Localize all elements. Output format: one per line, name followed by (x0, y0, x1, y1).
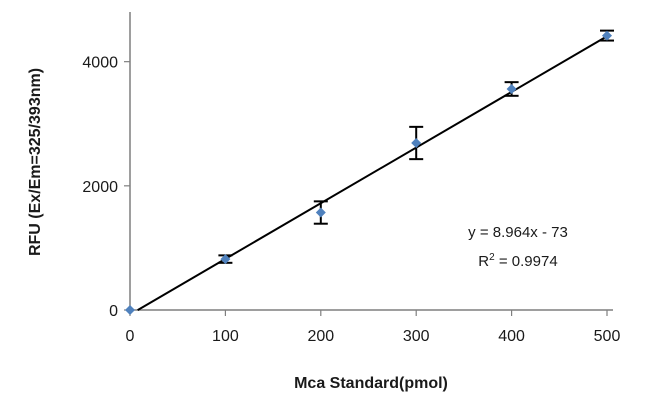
y-tick-label: 0 (109, 303, 118, 320)
x-tick-label: 0 (126, 328, 135, 345)
data-point (315, 207, 326, 218)
r-squared-label: R2 = 0.9974 (478, 252, 557, 270)
data-points-layer (125, 30, 612, 315)
data-point (506, 83, 517, 94)
data-point (125, 305, 135, 315)
axes-layer (124, 12, 613, 316)
data-point (411, 137, 422, 148)
x-tick-label: 400 (498, 328, 525, 345)
r-squared-value: = 0.9974 (495, 253, 558, 270)
trendline (137, 35, 608, 311)
y-tick-label: 2000 (82, 179, 118, 196)
y-tick-label: 4000 (82, 55, 118, 72)
x-tick-label: 100 (212, 328, 239, 345)
r-squared-sup: 2 (489, 252, 495, 263)
data-point (220, 254, 231, 265)
data-point (602, 30, 612, 41)
y-axis-title: RFU (Ex/Em=325/393nm) (27, 68, 44, 256)
r-squared-prefix: R (478, 253, 489, 270)
x-axis-title: Mca Standard(pmol) (294, 375, 448, 392)
trendline-layer (137, 35, 608, 311)
tick-labels-layer: 0 100 200 300 400 500 0 2000 4000 (82, 55, 620, 345)
x-tick-label: 300 (403, 328, 430, 345)
x-tick-label: 200 (307, 328, 334, 345)
x-tick-label: 500 (594, 328, 621, 345)
trendline-equation: y = 8.964x - 73 (468, 224, 568, 241)
